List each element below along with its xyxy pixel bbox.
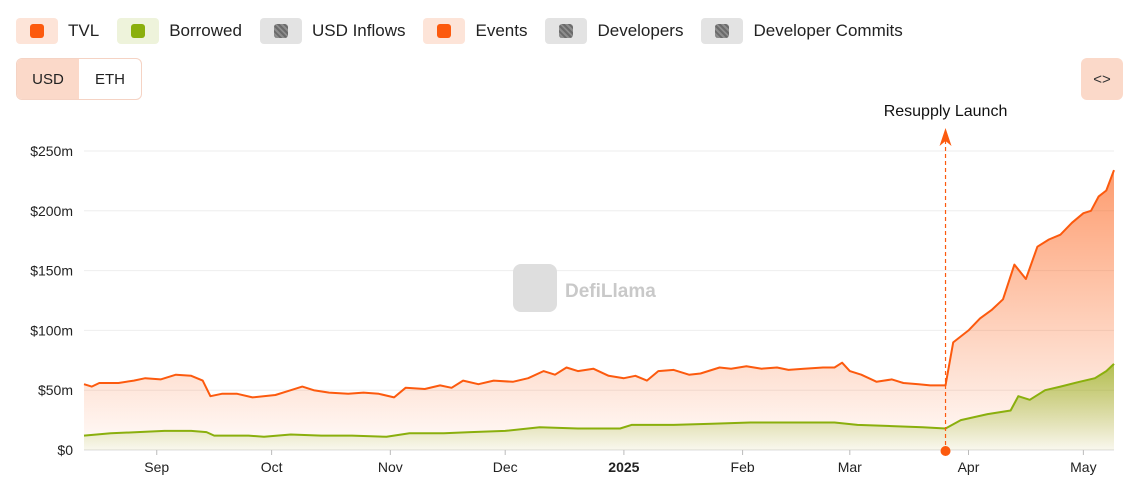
legend: TVL Borrowed USD Inflows Events Developers De… (16, 18, 911, 44)
watermark: DefiLlama (513, 264, 656, 312)
x-tick-label: 2025 (608, 459, 639, 475)
legend-checkbox-icon (117, 18, 160, 44)
event-label: Resupply Launch (884, 103, 1008, 120)
legend-item-developers[interactable]: Developers (545, 18, 691, 44)
borrowed-line (83, 363, 1115, 438)
x-tick-label: Dec (493, 459, 518, 475)
x-tick-label: Oct (261, 459, 283, 475)
embed-button[interactable]: <> (1081, 58, 1123, 100)
x-tick-label: May (1070, 459, 1096, 475)
legend-checkbox-icon (16, 18, 58, 44)
currency-toggle: USD ETH (16, 58, 142, 100)
legend-item-developer-commits[interactable]: Developer Commits (701, 18, 910, 44)
x-tick-label: Apr (958, 459, 980, 475)
legend-checkbox-icon (701, 18, 744, 44)
legend-item-usd-inflows[interactable]: USD Inflows (259, 18, 414, 44)
y-tick-label: $250m (30, 143, 73, 159)
legend-label: USD Inflows (311, 21, 406, 40)
borrowed-area (84, 363, 1114, 450)
currency-option-eth[interactable]: ETH (95, 70, 125, 88)
legend-label: TVL (68, 21, 100, 40)
legend-label: Developer Commits (753, 21, 903, 40)
legend-checkbox-icon (545, 18, 588, 44)
y-tick-label: $0 (57, 442, 73, 458)
event-dot[interactable] (940, 446, 951, 456)
x-tick-label: Sep (144, 459, 169, 475)
legend-checkbox-icon (423, 18, 466, 44)
x-tick-label: Feb (731, 459, 755, 475)
x-tick-label: Mar (838, 459, 862, 475)
legend-item-events[interactable]: Events (423, 18, 535, 44)
event-arrow-icon (939, 128, 952, 146)
legend-label: Events (475, 21, 528, 40)
legend-item-borrowed[interactable]: Borrowed (117, 18, 250, 44)
legend-checkbox-icon (259, 18, 302, 44)
y-tick-label: $50m (38, 382, 73, 398)
tvl-line (83, 169, 1115, 399)
watermark-text: DefiLlama (565, 281, 656, 302)
y-tick-label: $150m (30, 263, 73, 279)
currency-option-usd[interactable]: USD (17, 59, 79, 99)
legend-item-tvl[interactable]: TVL (16, 18, 107, 44)
x-tick-label: Nov (378, 459, 403, 475)
tvl-area (84, 170, 1114, 450)
y-tick-label: $200m (30, 203, 73, 219)
legend-label: Developers (597, 21, 684, 40)
watermark-logo-icon (513, 264, 557, 312)
y-tick-label: $100m (30, 322, 73, 338)
legend-label: Borrowed (169, 21, 242, 40)
